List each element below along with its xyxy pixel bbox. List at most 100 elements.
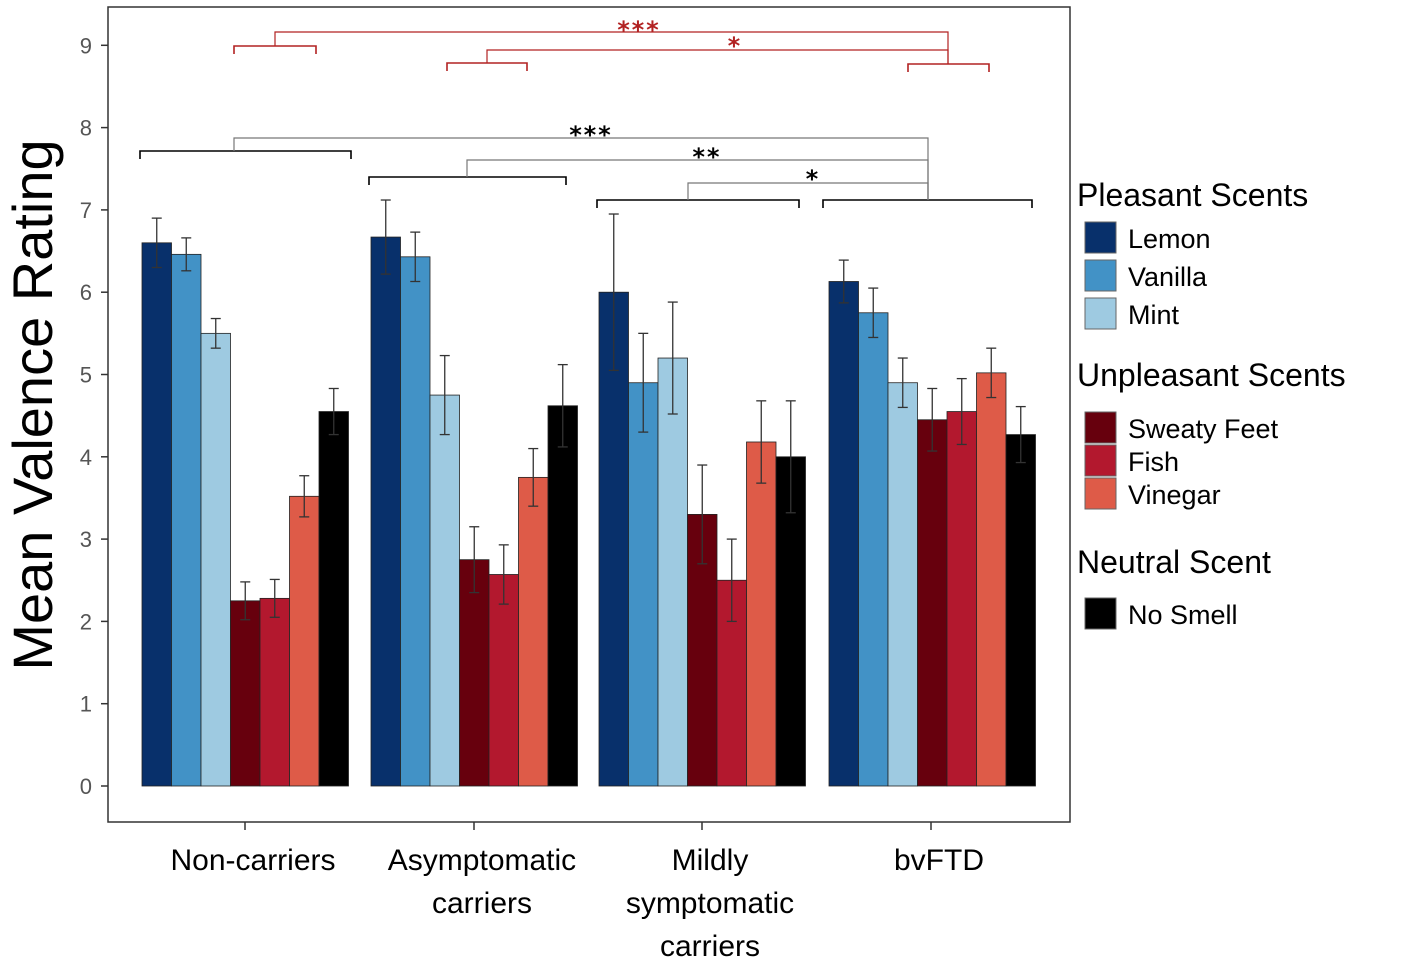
y-tick-label: 7	[80, 198, 92, 223]
y-tick-label: 9	[80, 33, 92, 58]
bar	[657, 357, 688, 787]
error-bar	[785, 400, 796, 514]
bar	[917, 419, 948, 787]
bar	[171, 253, 202, 787]
group-bracket	[596, 199, 800, 208]
legend-label: Mint	[1128, 300, 1180, 330]
significance-annotations: **********	[139, 16, 1033, 208]
bar	[230, 600, 261, 787]
legend-swatch	[1084, 444, 1117, 477]
bar	[318, 411, 349, 787]
x-tick-label-line: bvFTD	[894, 844, 984, 877]
y-tick-label: 1	[80, 692, 92, 717]
bar	[547, 405, 578, 787]
x-tick-label-line: carriers	[432, 887, 532, 920]
group-bracket	[139, 150, 352, 159]
significance-stars: **	[692, 143, 721, 171]
bars	[141, 199, 1036, 787]
error-bar	[897, 357, 908, 409]
error-bar	[151, 217, 162, 269]
x-tick-label: Non-carriers	[170, 844, 335, 877]
legend-label: Vinegar	[1128, 480, 1221, 510]
significance-stars: *	[727, 32, 741, 60]
error-bar	[956, 377, 967, 446]
bar	[1005, 434, 1036, 787]
error-bar	[210, 317, 221, 349]
y-tick-label: 0	[80, 774, 92, 799]
x-tick-label: bvFTD	[894, 844, 984, 877]
legend-title: Neutral Scent	[1077, 544, 1271, 580]
legend-swatch	[1084, 221, 1117, 254]
legend-swatch	[1084, 259, 1117, 292]
error-bar	[986, 347, 997, 399]
legend-label: Fish	[1128, 447, 1179, 477]
legend-swatch	[1084, 297, 1117, 330]
bar	[141, 242, 172, 787]
error-bar	[638, 332, 649, 433]
significance-stars: *	[805, 165, 819, 193]
x-tick-label-line: Asymptomatic	[388, 844, 576, 877]
bar	[976, 372, 1007, 787]
error-bar	[838, 259, 849, 304]
legend-title: Unpleasant Scents	[1077, 357, 1346, 393]
error-bar	[726, 538, 737, 623]
legend-label: Sweaty Feet	[1128, 414, 1279, 444]
bar	[370, 236, 401, 787]
x-tick-label-line: Non-carriers	[170, 844, 335, 877]
bar	[259, 597, 290, 787]
legend-label: Vanilla	[1128, 262, 1208, 292]
bar	[200, 332, 231, 787]
x-tick-label-line: Mildly	[672, 844, 749, 877]
significance-stars: ***	[616, 16, 659, 44]
bar	[518, 476, 549, 787]
error-bar	[528, 447, 539, 507]
bar	[598, 291, 629, 787]
x-tick-label: Asymptomatic carriers	[388, 844, 576, 920]
legend-title: Pleasant Scents	[1077, 177, 1308, 213]
error-bar	[608, 213, 619, 372]
x-axis: Non-carriers Asymptomatic carriers Mildly sy…	[170, 822, 984, 959]
error-bar	[756, 400, 767, 484]
bar	[289, 495, 320, 787]
error-bar	[328, 387, 339, 436]
error-bar	[667, 301, 678, 415]
bar	[400, 256, 431, 787]
error-bar	[439, 354, 450, 436]
bar	[716, 579, 747, 787]
y-tick-label: 8	[80, 116, 92, 141]
bar	[628, 382, 659, 787]
error-bar	[498, 544, 509, 605]
y-axis: 0 1 2 3 4 5 6 7 8 9	[80, 33, 108, 799]
bar	[828, 281, 859, 787]
significance-line	[274, 31, 949, 64]
significance-line	[486, 49, 949, 64]
error-bar	[181, 237, 192, 272]
significance-line	[466, 159, 929, 200]
error-bar	[240, 581, 251, 621]
x-tick-label-line: symptomatic	[626, 887, 794, 920]
x-tick-label: Mildly symptomatic carriers	[626, 844, 794, 959]
bar	[858, 312, 889, 787]
x-tick-label-line: carriers	[660, 930, 760, 959]
significance-line	[687, 182, 929, 200]
bar	[459, 559, 490, 787]
error-bar	[269, 578, 280, 618]
error-bar	[557, 363, 568, 448]
legend-label: Lemon	[1128, 224, 1211, 254]
error-bar	[380, 199, 391, 275]
y-tick-label: 6	[80, 280, 92, 305]
error-bar	[868, 287, 879, 339]
error-bar	[469, 526, 480, 594]
legend-swatch	[1084, 411, 1117, 444]
y-tick-label: 2	[80, 609, 92, 634]
error-bar	[299, 475, 310, 518]
bar	[488, 574, 519, 787]
legend-swatch	[1084, 477, 1117, 510]
bar	[429, 394, 460, 787]
legend: Pleasant Scents Lemon Vanilla Mint Unpleasan…	[1077, 177, 1346, 630]
y-axis-label: Mean Valence Rating	[1, 139, 64, 670]
bar	[946, 411, 977, 787]
legend-label: No Smell	[1128, 600, 1238, 630]
error-bar	[927, 387, 938, 452]
